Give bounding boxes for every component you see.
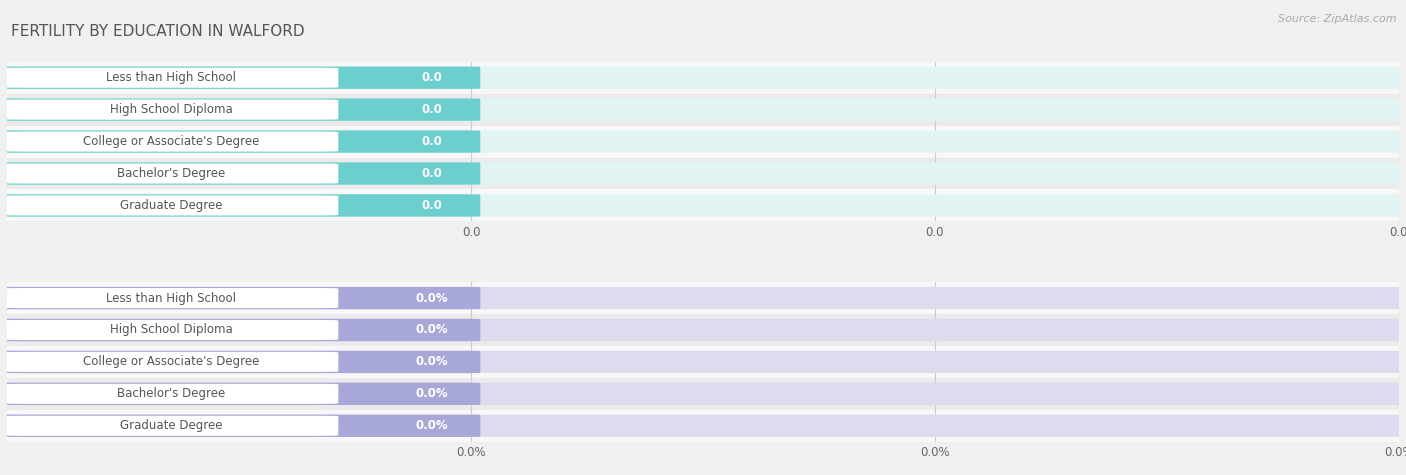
FancyBboxPatch shape	[4, 195, 339, 216]
FancyBboxPatch shape	[7, 125, 1399, 158]
FancyBboxPatch shape	[4, 100, 339, 120]
FancyBboxPatch shape	[0, 287, 481, 309]
FancyBboxPatch shape	[0, 131, 481, 153]
FancyBboxPatch shape	[4, 384, 339, 404]
Text: 0.0: 0.0	[422, 71, 441, 84]
FancyBboxPatch shape	[0, 383, 1406, 405]
FancyBboxPatch shape	[0, 351, 1406, 373]
FancyBboxPatch shape	[0, 162, 1406, 185]
Text: 0.0%: 0.0%	[415, 419, 449, 432]
Text: College or Associate's Degree: College or Associate's Degree	[83, 135, 260, 148]
FancyBboxPatch shape	[0, 131, 1406, 153]
Text: 0.0: 0.0	[422, 103, 441, 116]
FancyBboxPatch shape	[7, 190, 1399, 221]
FancyBboxPatch shape	[0, 351, 481, 373]
FancyBboxPatch shape	[7, 62, 1399, 94]
FancyBboxPatch shape	[0, 162, 481, 185]
FancyBboxPatch shape	[7, 282, 1399, 314]
Text: 0.0: 0.0	[422, 167, 441, 180]
Text: Bachelor's Degree: Bachelor's Degree	[117, 167, 225, 180]
FancyBboxPatch shape	[4, 352, 339, 372]
Text: College or Associate's Degree: College or Associate's Degree	[83, 355, 260, 369]
Text: 0.0: 0.0	[422, 199, 441, 212]
FancyBboxPatch shape	[7, 158, 1399, 190]
Text: Bachelor's Degree: Bachelor's Degree	[117, 387, 225, 400]
Text: 0.0%: 0.0%	[415, 355, 449, 369]
FancyBboxPatch shape	[0, 194, 481, 217]
Text: FERTILITY BY EDUCATION IN WALFORD: FERTILITY BY EDUCATION IN WALFORD	[11, 24, 305, 39]
Text: Source: ZipAtlas.com: Source: ZipAtlas.com	[1278, 14, 1396, 24]
FancyBboxPatch shape	[0, 319, 481, 341]
Text: Graduate Degree: Graduate Degree	[120, 199, 222, 212]
Text: Graduate Degree: Graduate Degree	[120, 419, 222, 432]
FancyBboxPatch shape	[4, 416, 339, 436]
FancyBboxPatch shape	[4, 132, 339, 152]
Text: 0.0%: 0.0%	[415, 387, 449, 400]
FancyBboxPatch shape	[0, 319, 1406, 341]
FancyBboxPatch shape	[4, 320, 339, 340]
FancyBboxPatch shape	[0, 98, 481, 121]
Text: Less than High School: Less than High School	[107, 292, 236, 304]
FancyBboxPatch shape	[7, 410, 1399, 442]
Text: 0.0%: 0.0%	[415, 323, 449, 336]
FancyBboxPatch shape	[0, 66, 481, 89]
FancyBboxPatch shape	[4, 288, 339, 308]
Text: High School Diploma: High School Diploma	[110, 103, 232, 116]
FancyBboxPatch shape	[7, 94, 1399, 125]
FancyBboxPatch shape	[4, 163, 339, 183]
FancyBboxPatch shape	[4, 67, 339, 88]
FancyBboxPatch shape	[7, 314, 1399, 346]
Text: High School Diploma: High School Diploma	[110, 323, 232, 336]
Text: 0.0%: 0.0%	[415, 292, 449, 304]
FancyBboxPatch shape	[0, 287, 1406, 309]
FancyBboxPatch shape	[0, 383, 481, 405]
FancyBboxPatch shape	[0, 98, 1406, 121]
FancyBboxPatch shape	[7, 346, 1399, 378]
FancyBboxPatch shape	[0, 415, 1406, 437]
FancyBboxPatch shape	[0, 415, 481, 437]
Text: Less than High School: Less than High School	[107, 71, 236, 84]
FancyBboxPatch shape	[0, 66, 1406, 89]
FancyBboxPatch shape	[0, 194, 1406, 217]
FancyBboxPatch shape	[7, 378, 1399, 410]
Text: 0.0: 0.0	[422, 135, 441, 148]
